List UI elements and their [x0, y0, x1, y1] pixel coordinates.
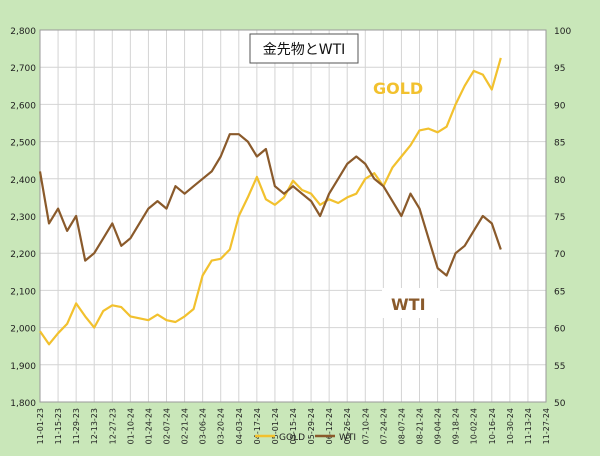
legend-label-wti: WTI [339, 433, 356, 443]
series-lines [38, 57, 502, 346]
chart-title-box [249, 33, 359, 64]
y-right-tick-label: 60 [554, 325, 566, 335]
y-left-tick-label: 2,300 [10, 213, 36, 223]
x-tick-label: 11-15-23 [54, 408, 63, 444]
x-tick-label: 09-04-24 [434, 408, 443, 444]
x-tick-label: 05-01-24 [271, 408, 280, 444]
y-left-tick-label: 2,100 [10, 287, 36, 297]
x-tick-label: 01-10-24 [126, 408, 135, 444]
y-right-tick-label: 85 [554, 139, 565, 149]
y-right-tick-label: 80 [554, 176, 566, 186]
chart-title: 金先物とWTI [263, 42, 346, 58]
x-tick-label: 10-02-24 [470, 408, 479, 444]
plot-border [39, 29, 547, 403]
x-tick-label: 11-27-24 [542, 408, 551, 444]
gold-annotation: GOLD [373, 79, 423, 98]
x-tick-label: 06-12-24 [325, 408, 334, 444]
x-tick-label: 11-13-24 [524, 408, 533, 444]
y-right-tick-label: 95 [554, 64, 565, 74]
x-tick-label: 10-16-24 [488, 408, 497, 444]
x-tick-label: 04-17-24 [253, 408, 262, 444]
x-tick-label: 05-15-24 [289, 408, 298, 444]
wti-annotation: WTI [391, 295, 426, 314]
x-tick-label: 02-21-24 [181, 408, 190, 444]
axes: 1,800 1,900 2,000 2,100 2,200 2,300 2,400 2,500… [10, 27, 571, 444]
x-tick-label: 12-13-23 [90, 408, 99, 444]
y-left-tick-label: 1,900 [10, 362, 36, 372]
y-left-tick-label: 2,600 [10, 101, 36, 111]
x-tick-label: 08-21-24 [416, 408, 425, 444]
series-line-gold [39, 57, 502, 346]
x-tick-label: 06-26-24 [343, 408, 352, 444]
x-tick-label: 07-24-24 [379, 408, 388, 444]
y-left-tick-label: 2,200 [10, 250, 36, 260]
x-tick-label: 04-03-24 [235, 408, 244, 444]
y-right-tick-label: 65 [554, 287, 565, 297]
x-tick-label: 05-29-24 [307, 408, 316, 444]
x-tick-label: 07-10-24 [361, 408, 370, 444]
y-left-tick-label: 2,500 [10, 139, 36, 149]
x-tick-label: 02-07-24 [163, 408, 172, 444]
y-right-tick-label: 90 [554, 101, 566, 111]
y-right-tick-label: 100 [554, 27, 571, 37]
y-right-tick-label: 70 [554, 250, 566, 260]
x-tick-label: 08-07-24 [397, 408, 406, 444]
x-tick-label: 03-06-24 [199, 408, 208, 444]
y-left-tick-label: 2,700 [10, 64, 36, 74]
y-right-tick-label: 55 [554, 362, 565, 372]
y-left-tick-label: 2,800 [10, 27, 36, 37]
x-tick-label: 11-01-23 [36, 408, 45, 444]
series-line-wti [38, 133, 502, 277]
x-tick-label: 11-29-23 [72, 408, 81, 444]
y-right-tick-label: 50 [554, 399, 566, 409]
y-left-tick-label: 2,400 [10, 176, 36, 186]
x-tick-label: 12-27-23 [108, 408, 117, 444]
y-left-tick-label: 2,000 [10, 325, 36, 335]
x-tick-label: 03-20-24 [217, 408, 226, 444]
x-tick-label: 01-24-24 [144, 408, 153, 444]
y-right-tick-label: 75 [554, 213, 565, 223]
x-tick-label: 09-18-24 [452, 408, 461, 444]
y-left-tick-label: 1,800 [10, 399, 36, 409]
legend: GOLD WTI [255, 433, 356, 443]
x-tick-label: 10-30-24 [506, 408, 515, 444]
legend-label-gold: GOLD [279, 433, 305, 443]
wti-annotation-box [382, 288, 440, 318]
